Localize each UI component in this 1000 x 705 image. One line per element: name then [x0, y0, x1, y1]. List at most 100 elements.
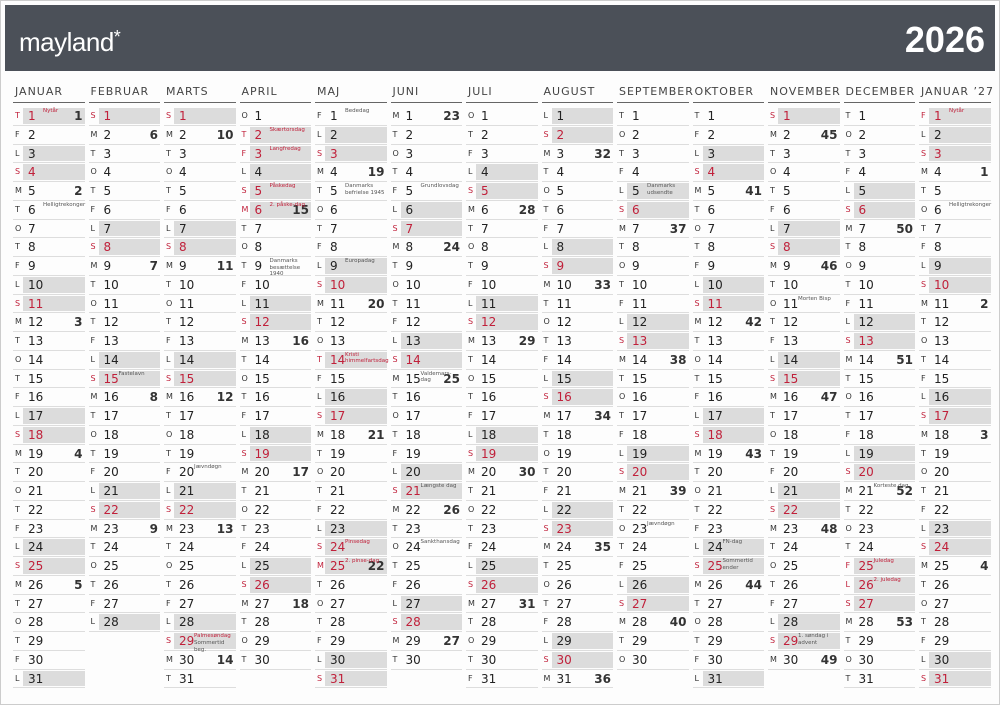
weekday: M — [166, 654, 173, 664]
weekend-shade — [702, 408, 764, 424]
day-number: 26 — [28, 577, 44, 592]
row-line — [919, 293, 991, 295]
weekday: S — [317, 542, 323, 552]
row-line — [768, 256, 840, 257]
row-line — [919, 481, 991, 482]
day-number: 11 — [254, 296, 270, 311]
weekday: M — [468, 598, 475, 608]
weekday: L — [392, 204, 397, 214]
row-line — [315, 331, 387, 332]
weekday: L — [845, 579, 850, 589]
day-number: 26 — [556, 577, 572, 592]
weekday: T — [15, 467, 20, 477]
day-number: 31 — [481, 671, 497, 686]
weekday: T — [845, 636, 851, 645]
day-note: Kristi himmelfartsdag — [345, 351, 389, 365]
row-line — [164, 387, 236, 389]
row-line — [466, 574, 538, 576]
weekend-shade — [23, 539, 85, 555]
weekend-shade — [627, 576, 689, 593]
row-line — [768, 649, 840, 651]
weekday: F — [694, 523, 700, 533]
day-number: 22 — [934, 502, 950, 517]
week-number: 5 — [74, 577, 83, 592]
day-number: 27 — [254, 596, 270, 611]
weekend-shade — [174, 370, 236, 387]
day-number: 28 — [103, 615, 119, 630]
weekday: T — [90, 279, 96, 289]
row-line — [390, 462, 462, 464]
day-number: 17 — [858, 409, 874, 423]
weekday: S — [694, 167, 700, 177]
row-line — [13, 331, 85, 332]
weekday: M — [166, 129, 173, 139]
weekend-shade — [98, 614, 160, 630]
day-number: 1 — [481, 109, 489, 123]
weekend-shade — [98, 220, 160, 237]
month-rule — [390, 102, 462, 103]
weekday: O — [921, 336, 928, 345]
week-number: 34 — [594, 409, 611, 423]
weekday: O — [15, 223, 22, 233]
weekday: O — [317, 336, 324, 345]
row-line — [541, 143, 613, 145]
weekday: M — [15, 317, 22, 327]
row-line — [13, 612, 85, 614]
weekday: M — [619, 486, 626, 495]
row-line — [239, 518, 311, 520]
weekday: M — [166, 523, 173, 533]
weekday: S — [543, 654, 549, 664]
weekday: O — [845, 392, 852, 402]
weekday: M — [921, 298, 928, 308]
weekday: F — [392, 186, 398, 195]
weekday: M — [90, 392, 98, 402]
weekday: T — [543, 167, 549, 177]
day-number: 16 — [858, 390, 874, 405]
day-number: 4 — [783, 165, 791, 180]
weekday: T — [619, 504, 624, 514]
week-number: 17 — [292, 465, 309, 480]
day-number: 8 — [481, 240, 489, 255]
weekend-shade — [249, 126, 311, 143]
day-number: 18 — [858, 427, 874, 442]
weekday: O — [241, 636, 248, 645]
weekend-shade — [400, 351, 462, 368]
day-number: 3 — [934, 146, 942, 161]
day-number: 15 — [858, 371, 874, 386]
day-number: 1 — [632, 109, 640, 123]
day-number: 21 — [254, 484, 270, 498]
row-line — [768, 443, 840, 445]
weekend-shade — [174, 351, 236, 368]
weekday: L — [694, 279, 699, 289]
weekday: T — [317, 317, 322, 327]
day-note: Jævndøgn — [194, 464, 222, 471]
weekday: T — [241, 523, 247, 533]
weekday: M — [166, 392, 173, 402]
day-number: 15 — [254, 371, 270, 386]
day-number: 6 — [556, 202, 565, 217]
row-line — [843, 237, 915, 239]
weekday: M — [543, 673, 551, 683]
day-number: 18 — [481, 427, 497, 442]
row-line — [164, 199, 236, 201]
weekday: S — [392, 223, 398, 233]
weekday: L — [392, 467, 397, 477]
row-line — [843, 218, 915, 220]
month-rule — [617, 102, 689, 103]
row-line — [768, 349, 840, 351]
day-number: 10 — [28, 277, 44, 292]
row-line — [88, 368, 160, 370]
day-number: 31 — [556, 671, 572, 686]
weekday: M — [619, 223, 626, 233]
day-number: 15 — [28, 371, 44, 386]
row-line — [466, 274, 538, 276]
day-number: 30 — [405, 652, 421, 667]
row-line — [541, 649, 613, 651]
row-line — [919, 162, 991, 164]
row-line — [88, 424, 160, 426]
weekend-shade — [853, 333, 915, 349]
weekday: M — [317, 167, 324, 177]
week-number: 42 — [745, 315, 762, 330]
weekend-shade — [778, 614, 840, 630]
day-number: 18 — [28, 427, 44, 442]
